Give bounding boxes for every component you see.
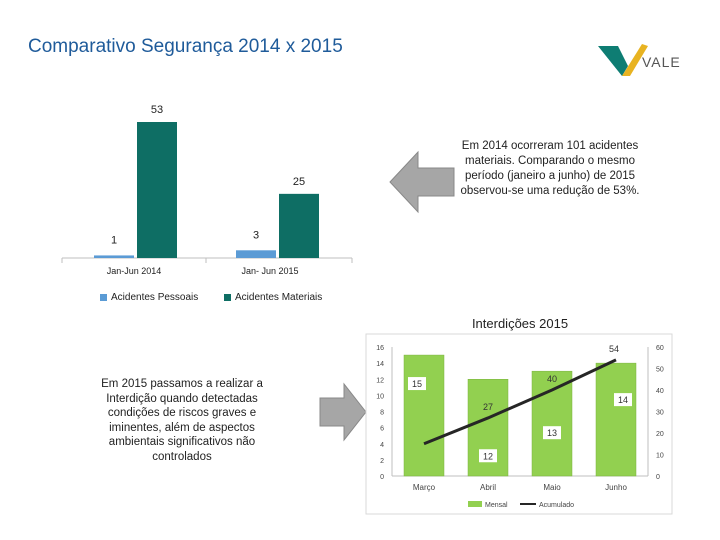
bar-data-label: 12 bbox=[483, 451, 493, 461]
y-left-tick-label: 10 bbox=[376, 393, 384, 400]
bar-data-label: 14 bbox=[618, 395, 628, 405]
note-2014-accidents: Em 2014 ocorreram 101 acidentes materiai… bbox=[460, 140, 640, 197]
category-label: Jan- Jun 2015 bbox=[241, 266, 298, 276]
logo-mark-yellow bbox=[622, 44, 648, 76]
page-title: Comparativo Segurança 2014 x 2015 bbox=[28, 36, 343, 57]
bar-data-label: 3 bbox=[253, 229, 259, 241]
y-left-tick-label: 4 bbox=[380, 442, 384, 449]
category-label: Março bbox=[413, 483, 436, 492]
y-left-tick-label: 8 bbox=[380, 410, 384, 417]
line-acumulado bbox=[423, 358, 617, 446]
bar-mensal bbox=[531, 370, 573, 477]
data-label-box bbox=[408, 377, 426, 391]
line-data-label: 54 bbox=[609, 344, 619, 354]
legend-label-acumulado: Acumulado bbox=[539, 502, 574, 509]
logo-mark-teal bbox=[598, 46, 628, 76]
category-label: Abril bbox=[480, 483, 496, 492]
y-left-tick-label: 2 bbox=[380, 458, 384, 465]
y-right-tick-label: 0 bbox=[656, 474, 660, 481]
y-right-tick-label: 30 bbox=[656, 410, 664, 417]
bar-data-label: 53 bbox=[151, 104, 163, 116]
bar-data-label: 13 bbox=[547, 428, 557, 438]
legend-label-material: Acidentes Materiais bbox=[235, 292, 323, 303]
y-right-tick-label: 40 bbox=[656, 388, 664, 395]
y-left-tick-label: 0 bbox=[380, 474, 384, 481]
legend-swatch-personal bbox=[100, 293, 107, 301]
data-label-box bbox=[614, 393, 632, 407]
brand-name: VALE bbox=[642, 54, 681, 70]
y-right-tick-label: 10 bbox=[656, 453, 664, 460]
legend-item-material: Acidentes Materiais bbox=[224, 292, 322, 303]
legend-swatch-mensal bbox=[468, 501, 482, 507]
vale-logo bbox=[598, 44, 648, 76]
legend-item-personal: Acidentes Pessoais bbox=[100, 292, 198, 303]
bar-material bbox=[279, 193, 319, 258]
interdictions-chart-title: Interdições 2015 bbox=[471, 316, 569, 331]
data-label-box bbox=[479, 449, 497, 463]
legend-label-personal: Acidentes Pessoais bbox=[111, 292, 199, 303]
y-left-tick-label: 6 bbox=[380, 426, 384, 433]
data-label-box bbox=[543, 426, 561, 440]
bar-data-label: 25 bbox=[293, 176, 305, 188]
bar-personal bbox=[94, 255, 134, 258]
note-interdiction: Em 2015 passamos a realizar a Interdição… bbox=[101, 378, 263, 463]
y-left-tick-label: 16 bbox=[376, 345, 384, 352]
y-right-tick-label: 60 bbox=[656, 345, 664, 352]
category-label: Junho bbox=[605, 483, 627, 492]
y-left-tick-label: 12 bbox=[376, 377, 384, 384]
y-right-tick-label: 50 bbox=[656, 367, 664, 374]
line-data-label: 27 bbox=[483, 402, 493, 412]
arrow-right-icon bbox=[319, 382, 367, 442]
arrow-left-icon bbox=[389, 150, 455, 214]
legend-swatch-material bbox=[224, 293, 231, 301]
legend-label-mensal: Mensal bbox=[485, 502, 508, 509]
bar-mensal bbox=[403, 354, 445, 477]
category-label: Maio bbox=[543, 483, 561, 492]
y-right-tick-label: 20 bbox=[656, 431, 664, 438]
bar-data-label: 15 bbox=[412, 379, 422, 389]
y-left-tick-label: 14 bbox=[376, 361, 384, 368]
category-label: Jan-Jun 2014 bbox=[107, 266, 162, 276]
bar-material bbox=[137, 122, 177, 258]
line-data-label: 40 bbox=[547, 374, 557, 384]
bar-data-label: 1 bbox=[111, 234, 117, 246]
bar-personal bbox=[236, 250, 276, 258]
bar-mensal bbox=[595, 362, 637, 477]
